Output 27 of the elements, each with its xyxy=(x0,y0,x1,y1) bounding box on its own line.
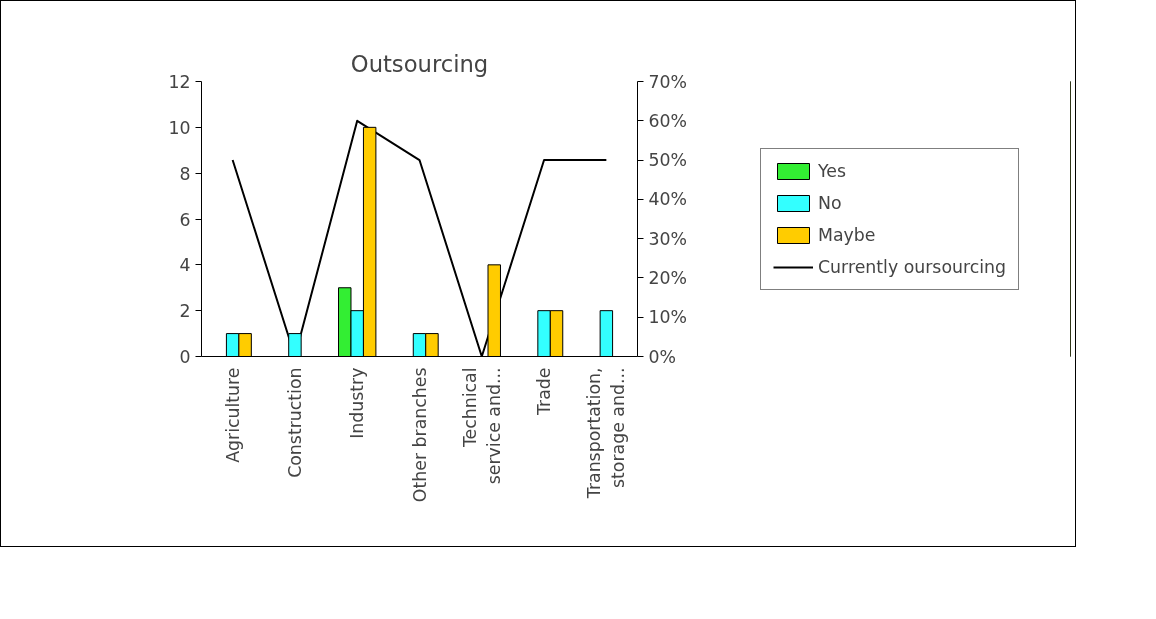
y-tick-label: 8 xyxy=(179,163,191,184)
legend-label: Yes xyxy=(818,160,846,181)
y2-tick-label: 60% xyxy=(648,110,688,131)
y-tick-label: 6 xyxy=(179,209,191,230)
y2-tick-label: 40% xyxy=(648,189,688,210)
y2-tick-label: 30% xyxy=(648,228,688,249)
legend-label: Maybe xyxy=(818,224,876,245)
x-tick-label: Trade xyxy=(534,367,555,416)
y-tick-label: 0 xyxy=(179,347,191,367)
legend-label: Currently oursourcing xyxy=(818,256,1007,277)
x-tick-label: Other branches xyxy=(409,367,430,503)
y2-tick-label: 20% xyxy=(648,267,688,288)
legend-label: No xyxy=(818,192,842,213)
x-tick-label: Agriculture xyxy=(222,367,243,463)
y2-tick-label: 0% xyxy=(648,346,676,367)
x-tick-label: Construction xyxy=(284,367,305,478)
y-tick-label: 12 xyxy=(168,72,191,92)
x-tick-label: Industry xyxy=(347,367,368,439)
y2-tick-label: 70% xyxy=(648,71,688,92)
y2-tick-label: 50% xyxy=(648,150,688,171)
chart-title: Outsourcing xyxy=(350,50,489,77)
y-tick-label: 4 xyxy=(179,255,191,276)
x-tick-label: Technical service and... xyxy=(459,367,504,485)
y2-tick-label: 10% xyxy=(648,307,688,328)
y-tick-label: 2 xyxy=(179,301,191,322)
y-tick-label: 10 xyxy=(168,117,191,138)
x-tick-label: Transportation, storage and... xyxy=(584,367,629,500)
